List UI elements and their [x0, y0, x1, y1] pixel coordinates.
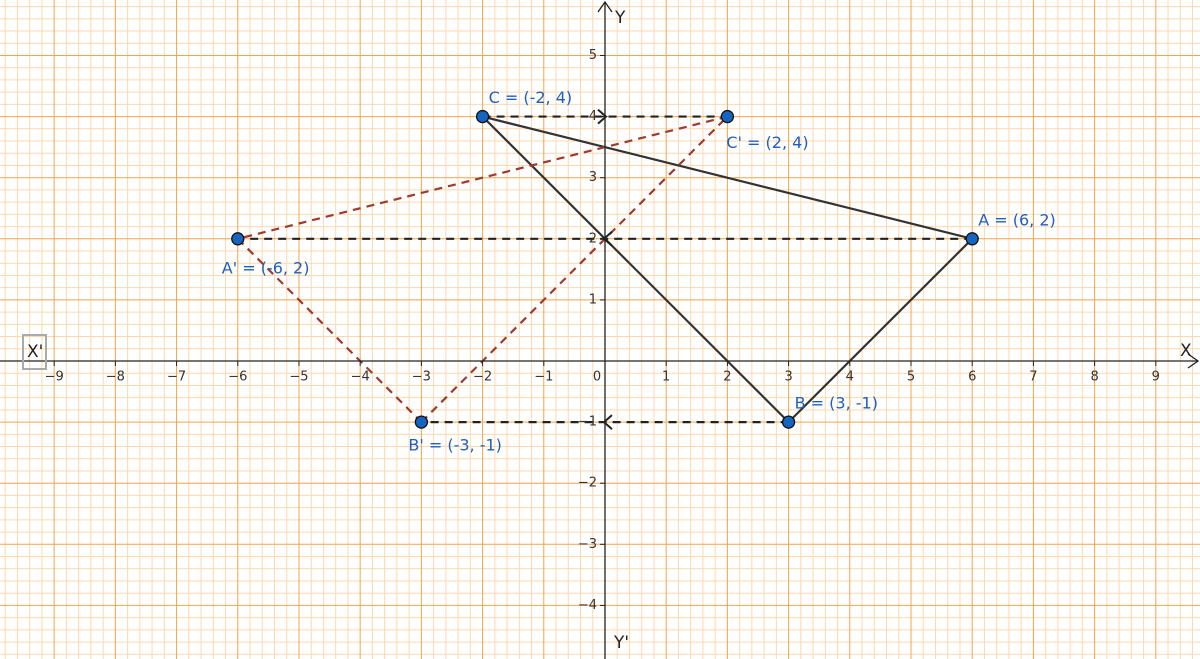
x-tick-label: −2	[473, 369, 492, 384]
x-tick-label: −6	[228, 369, 247, 384]
point-label: C' = (2, 4)	[726, 133, 808, 152]
point	[414, 415, 429, 429]
point	[965, 232, 979, 246]
x-tick-label: −5	[289, 369, 308, 384]
x-tick-label: 3	[784, 369, 792, 384]
point-label: C = (-2, 4)	[489, 88, 573, 107]
triangle-side	[481, 115, 790, 423]
x-tick-label: −7	[167, 369, 186, 384]
point-label: A = (6, 2)	[978, 210, 1056, 229]
x-tick-label: 2	[723, 369, 731, 384]
x-tick-label: 9	[1152, 369, 1160, 384]
x-axis-arrow	[1187, 353, 1200, 369]
point	[475, 109, 490, 124]
x-tick-label: −9	[45, 369, 64, 384]
y-axis-label: Y	[614, 8, 626, 28]
image-triangle-side	[237, 115, 728, 240]
triangle-side	[482, 115, 973, 240]
y-tick-label: 5	[589, 48, 597, 63]
y-tick-label: 4	[589, 109, 597, 124]
x-tick-label: −8	[106, 369, 125, 384]
y-tick-label: −4	[578, 598, 597, 613]
x-tick-label: 4	[846, 369, 854, 384]
x-tick-label: 5	[907, 369, 915, 384]
y-tick-label: 3	[589, 170, 597, 185]
x-tick-label: −1	[534, 369, 553, 384]
x-tick-label: −4	[351, 369, 370, 384]
reflection-arrow	[597, 108, 608, 125]
x-tick-label: 7	[1029, 369, 1037, 384]
point	[231, 232, 245, 246]
shapes: A = (6, 2) B = (3, -1) C = (-2, 4) A' = (-6…	[222, 88, 1056, 455]
image-triangle-side	[420, 115, 729, 423]
x-tick-label: 1	[662, 369, 670, 384]
image-triangle-side	[236, 238, 423, 423]
y-tick-label: 1	[589, 292, 597, 307]
x-tick-label: −3	[412, 369, 431, 384]
point-label: A' = (-6, 2)	[222, 258, 310, 277]
y-tick-label: 2	[589, 231, 597, 246]
label-box	[22, 334, 47, 370]
point	[720, 109, 735, 124]
x-tick-label: 0	[593, 369, 601, 384]
triangle-side	[787, 238, 973, 423]
x-axis-negative-label: X'	[27, 342, 43, 362]
point-label: B = (3, -1)	[795, 394, 878, 413]
y-tick-label: −3	[578, 537, 597, 552]
y-axis-arrow	[597, 0, 613, 13]
y-axis-negative-label: Y'	[613, 633, 629, 653]
point-label: B' = (-3, -1)	[408, 436, 502, 455]
y-tick-label: −2	[578, 476, 597, 491]
point	[781, 415, 796, 429]
y-tick-label: −1	[578, 415, 597, 430]
x-tick-label: 8	[1090, 369, 1098, 384]
x-axis-label: X	[1180, 341, 1192, 361]
x-tick-label: 6	[968, 369, 976, 384]
